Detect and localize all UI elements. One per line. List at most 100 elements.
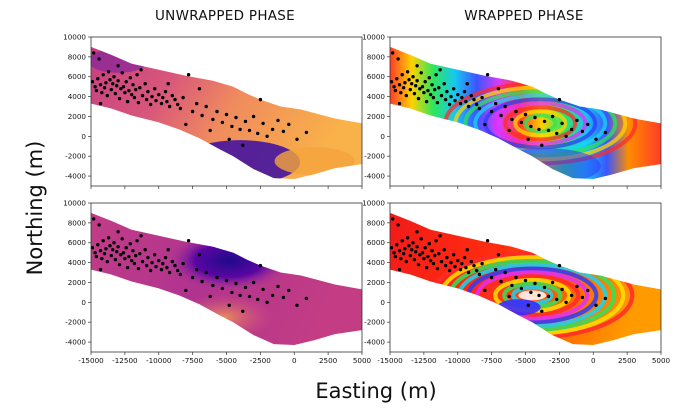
earthquake-point [134, 253, 138, 258]
earthquake-point [200, 113, 204, 118]
y-tick-label: 6000 [68, 238, 87, 247]
earthquake-point [113, 257, 118, 262]
earthquake-point [435, 266, 440, 271]
earthquake-point [496, 87, 501, 91]
earthquake-point [569, 127, 574, 132]
y-tick-label: -4000 [65, 338, 86, 347]
earthquake-point [105, 259, 110, 264]
earthquake-point [469, 93, 473, 98]
y-tick-label: 4000 [68, 92, 87, 101]
x-tick-label: -15000 [377, 356, 403, 365]
earthquake-point [170, 259, 174, 264]
earthquake-point [449, 260, 453, 265]
earthquake-point [241, 309, 245, 313]
earthquake-point [430, 249, 434, 253]
earthquake-point [304, 296, 309, 301]
x-tick-label: -15000 [78, 356, 104, 365]
earthquake-point [116, 230, 120, 234]
y-tick-label: 4000 [68, 258, 87, 267]
earthquake-point [456, 92, 460, 97]
earthquake-point [104, 247, 108, 251]
earthquake-point [258, 263, 263, 268]
earthquake-point [389, 80, 394, 84]
earthquake-point [230, 290, 234, 295]
earthquake-point [412, 91, 417, 96]
earthquake-point [475, 102, 479, 107]
earthquake-point [136, 266, 141, 271]
earthquake-point [238, 293, 242, 298]
earthquake-point [93, 251, 97, 255]
earthquake-point [120, 237, 124, 241]
earthquake-point [159, 101, 164, 106]
earthquake-point [594, 137, 598, 141]
earthquake-point [393, 254, 398, 259]
x-tick-label: 0 [591, 356, 596, 365]
earthquake-point [123, 90, 127, 95]
earthquake-point [546, 294, 551, 299]
earthquake-point [131, 249, 135, 253]
earthquake-point [427, 242, 431, 246]
earthquake-point [165, 99, 169, 104]
earthquake-point [420, 251, 425, 255]
earthquake-point [208, 128, 212, 133]
earthquake-point [130, 258, 134, 263]
earthquake-point [427, 76, 431, 80]
earthquake-point [115, 84, 119, 88]
earthquake-point [435, 100, 440, 105]
earthquake-point [167, 104, 172, 109]
y-axis-label: Northing (m) [23, 141, 47, 276]
earthquake-point [94, 254, 99, 259]
y-tick-label: 2000 [367, 112, 386, 121]
earthquake-point [415, 64, 419, 68]
earthquake-point [540, 143, 544, 147]
earthquake-point [397, 249, 402, 253]
earthquake-point [586, 288, 590, 293]
earthquake-point [428, 258, 433, 263]
earthquake-point [94, 88, 99, 93]
earthquake-point [108, 78, 112, 82]
y-tick-label: 2000 [367, 278, 386, 287]
earthquake-point [208, 294, 212, 299]
earthquake-point [403, 81, 407, 85]
y-tick-label: 6000 [367, 238, 386, 247]
earthquake-point [128, 76, 132, 80]
earthquake-point [165, 265, 169, 270]
panel-wrapped-observed: -4000 -2000 0 2000 4000 6000 8000 10000 [362, 33, 662, 189]
earthquake-point [422, 256, 426, 261]
earthquake-point [163, 255, 168, 260]
earthquake-point [161, 261, 165, 266]
earthquake-point [477, 272, 482, 277]
earthquake-point [130, 92, 134, 97]
y-tick-label: 10000 [362, 33, 385, 42]
earthquake-point [220, 120, 225, 125]
y-tick-label: -4000 [65, 172, 86, 181]
earthquake-point [540, 309, 544, 313]
earthquake-point [433, 253, 437, 258]
earthquake-point [101, 73, 105, 77]
earthquake-point [503, 104, 507, 109]
earthquake-point [412, 257, 417, 262]
earthquake-point [460, 261, 464, 266]
y-tick-label: 8000 [367, 52, 386, 61]
earthquake-point [414, 250, 418, 254]
earthquake-point [397, 101, 402, 106]
earthquake-point [407, 78, 411, 82]
earthquake-point [153, 253, 157, 257]
y-tick-label: 0 [380, 298, 385, 307]
earthquake-point [295, 303, 299, 307]
earthquake-point [437, 86, 441, 90]
earthquake-point [514, 109, 518, 114]
earthquake-point [134, 87, 138, 92]
earthquake-point [173, 97, 177, 102]
earthquake-point [98, 83, 103, 87]
earthquake-point [494, 101, 498, 106]
earthquake-point [148, 268, 153, 273]
earthquake-point [489, 109, 494, 114]
earthquake-point [104, 81, 108, 85]
earthquake-point [146, 255, 150, 260]
earthquake-point [150, 260, 154, 265]
earthquake-point [119, 253, 123, 257]
earthquake-point [469, 259, 473, 264]
earthquake-point [523, 112, 528, 117]
earthquake-point [176, 102, 180, 107]
